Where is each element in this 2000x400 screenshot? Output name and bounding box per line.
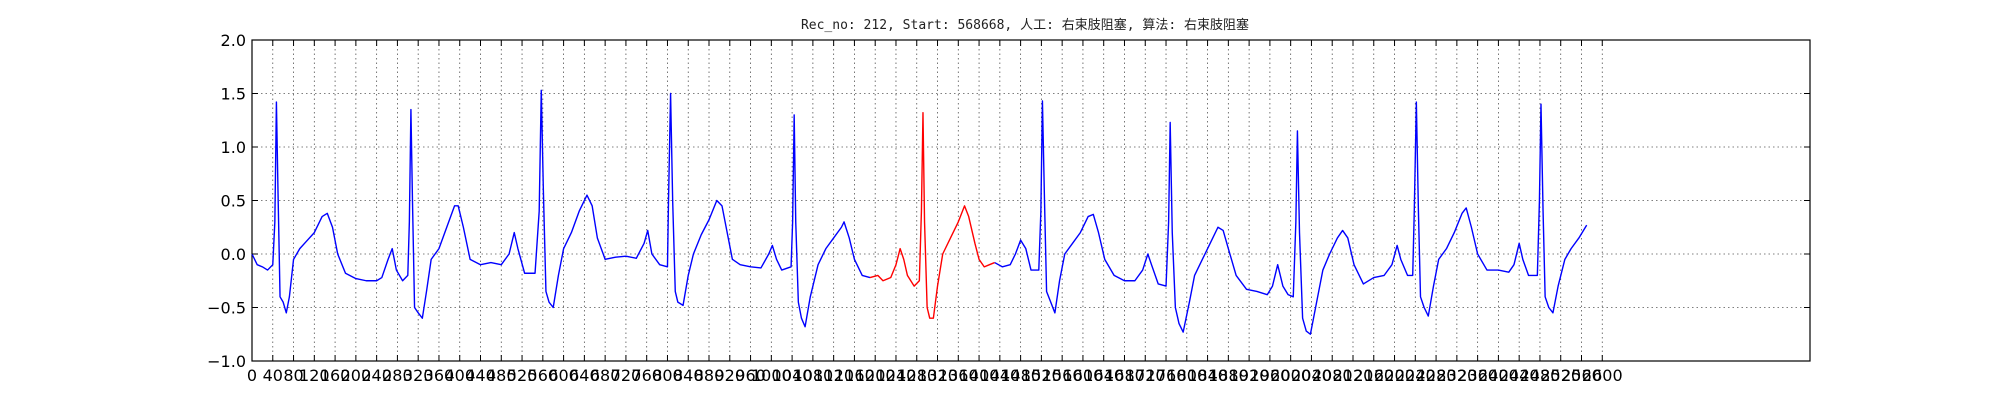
x-tick-label: 1560 — [1042, 366, 1083, 385]
x-tick-label: 2040 — [1291, 366, 1332, 385]
x-tick-label: 1960 — [1250, 366, 1291, 385]
x-tick-label: 1920 — [1229, 366, 1270, 385]
x-tick-label: 1880 — [1208, 366, 1249, 385]
x-axis: 0 40 8012016020024028032036040044048052056… — [247, 40, 1623, 385]
x-tick-label: 640 — [569, 366, 600, 385]
x-tick-label: 960 — [735, 366, 766, 385]
x-tick-label: 200 — [341, 366, 372, 385]
x-tick-label: 320 — [403, 366, 434, 385]
x-tick-label: 1520 — [1021, 366, 1062, 385]
x-tick-label: 1320 — [917, 366, 958, 385]
ecg-series-line-2 — [994, 100, 1588, 335]
x-tick-label: 1680 — [1104, 366, 1145, 385]
x-tick-label: 680 — [590, 366, 621, 385]
x-tick-label: 2560 — [1561, 366, 1602, 385]
x-tick-label: 1240 — [876, 366, 917, 385]
x-tick-label: 0 — [247, 366, 257, 385]
x-tick-label: 600 — [548, 366, 579, 385]
x-tick-label: 1400 — [959, 366, 1000, 385]
x-tick-label: 2440 — [1499, 366, 1540, 385]
x-tick-label: 360 — [424, 366, 455, 385]
y-tick-label: −1.0 — [207, 352, 246, 371]
x-tick-label: 1120 — [813, 366, 854, 385]
x-tick-label: 2600 — [1582, 366, 1623, 385]
x-tick-label: 1080 — [793, 366, 834, 385]
x-tick-label: 720 — [611, 366, 642, 385]
x-tick-label: 2200 — [1374, 366, 1415, 385]
x-tick-label: 2160 — [1353, 366, 1394, 385]
x-tick-label: 520 — [507, 366, 538, 385]
ecg-series-line-1 — [869, 112, 995, 319]
x-tick-label: 280 — [382, 366, 413, 385]
x-tick-label: 560 — [528, 366, 559, 385]
x-tick-label: 2080 — [1312, 366, 1353, 385]
x-tick-label: 1720 — [1125, 366, 1166, 385]
x-tick-label: 2120 — [1333, 366, 1374, 385]
x-tick-label: 1200 — [855, 366, 896, 385]
x-tick-label: 1160 — [834, 366, 875, 385]
x-tick-label: 1840 — [1187, 366, 1228, 385]
x-tick-label: 1000 — [751, 366, 792, 385]
x-tick-label: 1800 — [1166, 366, 1207, 385]
x-tick-label: 840 — [673, 366, 704, 385]
x-tick-label: 2360 — [1457, 366, 1498, 385]
x-tick-label: 240 — [361, 366, 392, 385]
x-tick-label: 1640 — [1083, 366, 1124, 385]
y-axis: −1.0 −0.5 0.0 0.5 1.0 1.5 2.0 — [207, 31, 1810, 371]
x-tick-label: 480 — [486, 366, 517, 385]
y-tick-label: 0.0 — [221, 245, 246, 264]
ecg-series-line-0 — [251, 89, 871, 328]
y-tick-label: 1.5 — [221, 85, 246, 104]
y-tick-label: 2.0 — [221, 31, 246, 50]
x-tick-label: 2400 — [1478, 366, 1519, 385]
x-tick-label: 1480 — [1000, 366, 1041, 385]
y-tick-label: −0.5 — [207, 299, 246, 318]
x-tick-label: 2520 — [1540, 366, 1581, 385]
x-tick-label: 120 — [299, 366, 330, 385]
x-tick-label: 2240 — [1395, 366, 1436, 385]
chart-title: Rec_no: 212, Start: 568668, 人工: 右束肢阻塞, 算… — [801, 17, 1249, 33]
x-tick-label: 440 — [465, 366, 496, 385]
x-tick-label: 880 — [694, 366, 725, 385]
x-tick-label: 1760 — [1146, 366, 1187, 385]
x-tick-label: 1360 — [938, 366, 979, 385]
x-tick-label: 2000 — [1270, 366, 1311, 385]
series-group — [251, 89, 1588, 335]
x-tick-label: 1600 — [1063, 366, 1104, 385]
x-tick-label: 40 — [263, 366, 283, 385]
y-tick-label: 1.0 — [221, 138, 246, 157]
x-tick-label: 760 — [631, 366, 662, 385]
x-tick-label: 2320 — [1436, 366, 1477, 385]
x-tick-label: 400 — [444, 366, 475, 385]
x-tick-label: 80 — [283, 366, 303, 385]
y-tick-label: 0.5 — [221, 192, 246, 211]
x-tick-label: 2280 — [1416, 366, 1457, 385]
x-tick-label: 2480 — [1520, 366, 1561, 385]
x-tick-label: 1280 — [896, 366, 937, 385]
x-tick-label: 1040 — [772, 366, 813, 385]
x-tick-label: 800 — [652, 366, 683, 385]
x-tick-label: 1440 — [979, 366, 1020, 385]
grid-lines — [252, 40, 1810, 361]
x-tick-label: 920 — [715, 366, 746, 385]
x-tick-label: 160 — [320, 366, 351, 385]
